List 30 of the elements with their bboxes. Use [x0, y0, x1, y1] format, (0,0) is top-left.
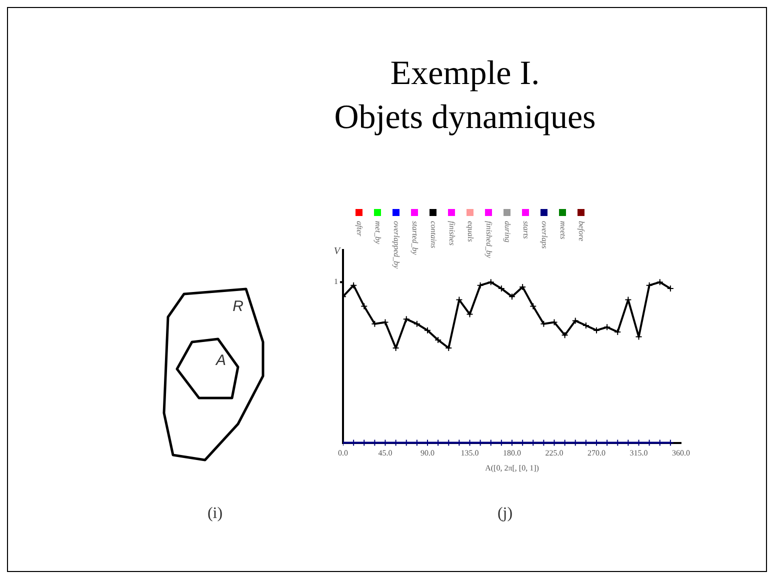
x-tick-label: 360.0	[672, 448, 690, 458]
text: (i)	[206, 505, 224, 523]
x-tick-label: 45.0	[378, 448, 392, 458]
y-axis-title: V	[334, 246, 342, 257]
chart-title: Exemple I. Objets dynamiques	[333, 54, 597, 138]
legend-label: finishes	[447, 221, 456, 246]
x-tick-label: 90.0	[420, 448, 434, 458]
text: (j)	[496, 505, 514, 523]
legend-label: finished_by	[484, 221, 494, 258]
text: R	[232, 298, 244, 315]
x-axis-title: A([0, 2π[, [0, 1])	[485, 463, 540, 472]
x-tick-label: 135.0	[460, 448, 479, 458]
text: 1	[334, 277, 338, 286]
legend-label: started_by	[410, 221, 420, 256]
legend-label: equals	[466, 221, 475, 242]
legend-label: overlapped_by	[392, 221, 401, 269]
text: A	[214, 352, 227, 369]
x-tick-label: 0.0	[338, 448, 348, 458]
legend-label: met_by	[373, 221, 382, 245]
x-tick-label: 270.0	[588, 448, 606, 458]
x-tick-label: 225.0	[545, 448, 564, 458]
legend-label: meets	[558, 221, 568, 240]
legend-label: after	[354, 221, 364, 237]
legend-label: overlaps	[540, 221, 549, 249]
legend-label: during	[502, 221, 512, 242]
x-tick-label: 315.0	[630, 448, 648, 458]
legend-label: contains	[428, 221, 438, 248]
legend-label: starts	[521, 221, 530, 239]
legend-label: before	[576, 221, 586, 242]
x-tick-label: 180.0	[503, 448, 521, 458]
